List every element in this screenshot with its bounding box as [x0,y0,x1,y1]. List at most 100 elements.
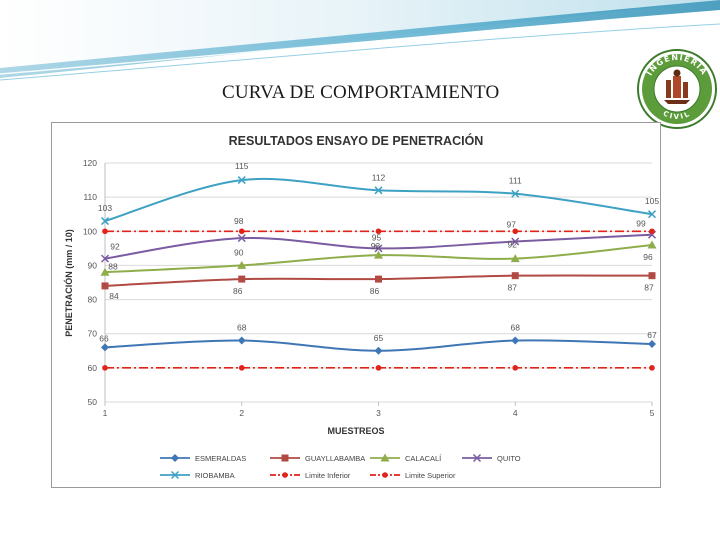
point-quito-2 [237,234,246,243]
point-limite-superior-1 [102,228,108,235]
point-esmeraldas-3 [374,346,383,355]
data-label: 97 [507,220,517,230]
series-lines [100,176,657,371]
point-guayllabamba-3 [375,275,382,283]
y-tick-labels: 50 60 70 80 90 100 110 120 [83,158,97,407]
y-tick-label: 120 [83,158,97,168]
data-label: 103 [98,203,112,213]
point-guayllabamba-5 [648,272,656,280]
point-riobamba-3 [374,186,383,195]
data-label: 87 [644,283,654,293]
legend-marker-limite-superior [382,472,388,478]
data-label: 90 [234,247,244,257]
y-tick-label: 80 [88,295,98,305]
y-tick-label: 70 [88,329,98,339]
y-tick-label: 60 [88,363,98,373]
data-label: 68 [511,323,521,333]
legend-label-limite-inferior: Limite Inferior [305,471,351,480]
point-limite-inferior-3 [375,365,382,371]
data-label: 96 [643,252,653,262]
data-label: 86 [370,286,380,296]
data-label: 88 [108,261,118,271]
legend: ESMERALDAS GUAYLLABAMBA CALACALÍ QUITO RIOBA… [160,453,521,480]
point-limite-superior-4 [512,228,519,235]
y-tick-label: 90 [88,260,98,270]
legend-marker-guayllabamba [281,454,289,462]
point-riobamba-5 [647,210,657,219]
point-limite-inferior-5 [649,365,655,371]
data-label: 68 [237,323,247,333]
point-riobamba-1 [100,217,110,226]
banner-wave-line-2 [0,23,720,81]
legend-marker-quito [472,453,482,463]
legend-marker-esmeraldas [171,454,179,462]
x-tick-label: 1 [103,408,108,418]
data-label: 95 [372,232,382,242]
legend-label-limite-superior: Limite Superior [405,471,456,480]
slide-title: CURVA DE COMPORTAMIENTO [222,82,500,103]
data-label: 111 [509,176,522,186]
point-quito-3 [374,244,383,253]
x-tick-label: 5 [650,408,655,418]
legend-label-esmeraldas: ESMERALDAS [195,454,246,463]
legend-label-quito: QUITO [497,454,521,463]
y-tick-label: 110 [83,192,97,202]
data-label: 98 [234,216,244,226]
point-esmeraldas-1 [101,343,109,352]
point-limite-inferior-1 [102,365,108,371]
point-limite-inferior-4 [512,365,519,371]
data-label: 66 [99,333,109,343]
data-label: 115 [235,161,249,171]
point-calacal--4 [510,254,520,263]
banner-wave-line [0,17,720,75]
data-labels: 66 68 65 68 67 84 86 86 87 87 88 90 93 92 96 92 98 95 97 99… [98,161,659,343]
y-tick-label: 50 [88,397,98,407]
point-quito-1 [100,254,110,263]
point-calacal--2 [237,260,247,269]
point-limite-superior-5 [649,228,655,235]
data-label: 112 [372,172,386,182]
chart-title: RESULTADOS ENSAYO DE PENETRACIÓN [229,133,484,148]
point-guayllabamba-4 [511,272,519,280]
y-axis-title: PENETRACIÓN (mm / 10) [63,229,74,337]
data-label: 105 [645,196,659,206]
point-esmeraldas-2 [237,336,246,345]
data-label: 99 [636,219,646,229]
data-label: 87 [508,283,518,293]
point-guayllabamba-2 [238,275,246,283]
data-label: 86 [233,286,243,296]
point-limite-superior-3 [375,228,382,235]
chart-frame: RESULTADOS ENSAYO DE PENETRACIÓN MUESTRE… [51,122,661,488]
point-calacal--3 [374,250,383,259]
point-calacal--1 [100,267,110,276]
x-tick-label: 4 [513,408,518,418]
header-banner [0,0,720,81]
x-tick-labels: 1 2 3 4 5 [103,408,655,418]
series-line-riobamba [104,177,653,223]
point-esmeraldas-4 [511,336,520,345]
x-tick-label: 3 [376,408,381,418]
svg-text:CIVIL: CIVIL [662,109,693,121]
data-label: 84 [109,291,119,301]
legend-label-calacal-: CALACALÍ [405,454,442,463]
legend-marker-calacal- [380,453,390,462]
penetration-chart: RESULTADOS ENSAYO DE PENETRACIÓN MUESTRE… [63,133,659,480]
point-limite-superior-2 [238,228,245,235]
point-calacal--5 [647,240,657,249]
legend-marker-limite-inferior [282,472,288,478]
data-label: 65 [374,333,384,343]
data-label: 67 [647,330,657,340]
legend-label-guayllabamba: GUAYLLABAMBA [305,454,365,463]
point-riobamba-4 [511,189,520,198]
point-esmeraldas-5 [648,339,656,348]
ingenieria-civil-logo: INGENIERIA CIVIL [637,49,717,129]
x-axis-title: MUESTREOS [327,426,384,436]
point-quito-4 [511,237,520,246]
point-riobamba-2 [237,176,246,185]
data-label: 93 [371,241,381,251]
legend-label-riobamba: RIOBAMBA [195,471,235,480]
point-guayllabamba-1 [101,282,109,290]
y-tick-label: 100 [83,226,97,236]
data-label: 92 [110,242,120,252]
data-label: 92 [508,240,518,250]
